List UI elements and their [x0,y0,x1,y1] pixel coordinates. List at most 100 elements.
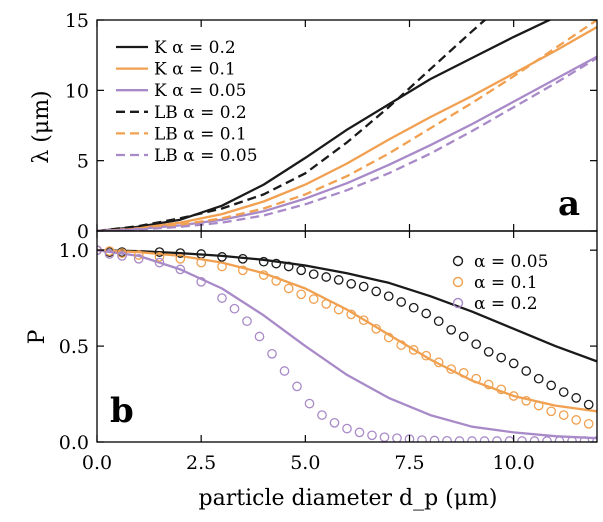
series-line-panel-b-0 [97,249,597,363]
marker-alpha-0-1-13 [308,294,319,304]
marker-alpha-0-1-31 [533,400,544,411]
marker-alpha-0-2-17 [342,423,352,434]
marker-alpha-0-2-31 [517,436,527,442]
marker-alpha-0-2-22 [404,434,415,442]
marker-alpha-0-05-8 [258,256,269,267]
marker-alpha-0-05-29 [521,366,532,376]
marker-alpha-0-1-25 [458,368,469,378]
legend-label-alpha-0-05: α = 0.05 [474,252,548,272]
x-tick-label: 7.5 [394,452,424,474]
legend-label-alpha-0-2: α = 0.2 [474,294,538,314]
series-line-lb-alpha-0-2 [97,20,487,231]
panel-a-y-tick-label: 15 [65,10,89,32]
marker-alpha-0-2-35 [567,436,577,442]
series-line-panel-b-1 [97,249,597,413]
marker-alpha-0-2-29 [492,436,502,442]
marker-alpha-0-2-11 [267,348,277,359]
marker-alpha-0-1-32 [546,406,557,417]
marker-alpha-0-1-1 [104,246,115,256]
series-line-lb-alpha-0-05 [97,57,597,231]
marker-alpha-0-05-4 [175,248,186,258]
marker-alpha-0-05-13 [321,272,332,282]
x-axis-label: particle diameter d_p (μm) [199,486,498,511]
marker-alpha-0-1-12 [296,289,307,300]
marker-alpha-0-05-32 [558,387,569,397]
marker-alpha-0-2-36 [579,436,590,442]
x-tick-labels: 0.0 2.5 5.0 7.5 10.0 [82,452,535,474]
marker-alpha-0-2-24 [429,435,440,442]
marker-alpha-0-1-16 [346,309,357,320]
legend-marker-alpha-0-1 [452,276,464,288]
x-tick-label: 10.0 [493,452,535,474]
marker-alpha-0-05-20 [408,302,419,313]
marker-alpha-0-1-34 [571,415,582,425]
marker-alpha-0-2-3 [133,253,144,264]
y-axis-label-b: P [25,329,50,344]
marker-alpha-0-2-26 [454,436,465,442]
marker-alpha-0-1-18 [371,323,382,334]
marker-alpha-0-2-6 [196,276,207,287]
panel-b-y-tick-label: 1.0 [59,240,89,262]
marker-alpha-0-1-29 [508,391,519,401]
marker-alpha-0-05-22 [433,316,444,327]
marker-alpha-0-1-8 [237,265,248,276]
panel-b: 0.0 0.5 1.0 α = 0.05α = 0.1α = 0.2 b P [25,230,598,454]
marker-alpha-0-1-5 [175,253,186,264]
marker-alpha-0-05-11 [296,265,307,276]
marker-alpha-0-2-5 [175,264,186,275]
marker-alpha-0-2-27 [467,436,477,442]
marker-alpha-0-05-17 [371,286,382,297]
legend-label-k-alpha-0-1: K α = 0.1 [154,60,236,80]
legend-label-lb-alpha-0-05: LB α = 0.05 [154,146,258,166]
series-line-k-alpha-0-2 [97,20,553,231]
marker-alpha-0-1-27 [483,379,494,390]
marker-alpha-0-2-34 [554,436,565,442]
marker-alpha-0-2-15 [317,410,327,420]
marker-alpha-0-1-30 [521,395,532,406]
x-tick-label: 5.0 [290,452,320,474]
marker-alpha-0-05-15 [346,278,357,289]
marker-alpha-0-05-18 [383,291,394,302]
marker-alpha-0-1-23 [433,357,444,368]
series-line-panel-b-2 [97,249,597,440]
marker-alpha-0-05-14 [333,275,344,285]
marker-alpha-0-1-2 [117,248,127,258]
marker-alpha-0-1-11 [283,283,294,294]
panel-b-frame [96,230,598,443]
marker-alpha-0-1-7 [217,261,227,272]
marker-alpha-0-2-23 [417,435,427,442]
marker-alpha-0-2-1 [104,249,115,259]
legend-label-lb-alpha-0-1: LB α = 0.1 [154,124,247,144]
marker-alpha-0-1-21 [408,345,419,355]
marker-alpha-0-1-20 [396,340,407,350]
marker-alpha-0-1-10 [271,276,282,286]
legend-panel-b: α = 0.05α = 0.1α = 0.2 [452,252,548,314]
marker-alpha-0-05-30 [533,373,544,384]
marker-alpha-0-2-13 [292,381,302,392]
series-line-k-alpha-0-1 [97,26,597,231]
marker-alpha-0-05-31 [546,380,557,391]
panel-label-b: b [110,391,134,431]
marker-alpha-0-05-27 [496,352,507,363]
marker-alpha-0-2-14 [304,398,315,409]
marker-alpha-0-2-25 [442,435,452,442]
marker-alpha-0-1-3 [133,250,144,260]
marker-alpha-0-2-2 [117,251,127,261]
marker-alpha-0-05-21 [421,308,432,319]
marker-alpha-0-1-14 [321,299,332,309]
series-line-k-alpha-0-05 [97,55,597,231]
panel-label-a: a [558,184,580,224]
x-tick-label: 0.0 [82,452,112,474]
panel-b-y-tick-label: 0.5 [59,336,89,358]
marker-alpha-0-2-28 [479,436,490,442]
marker-alpha-0-05-33 [571,393,582,403]
marker-alpha-0-2-10 [254,331,265,342]
marker-alpha-0-05-28 [508,358,519,369]
marker-alpha-0-05-10 [283,261,294,272]
legend-label-lb-alpha-0-2: LB α = 0.2 [154,103,247,123]
marker-alpha-0-1-17 [358,315,369,326]
marker-alpha-0-05-12 [308,269,319,280]
panel-a-y-tick-label: 5 [77,151,89,173]
